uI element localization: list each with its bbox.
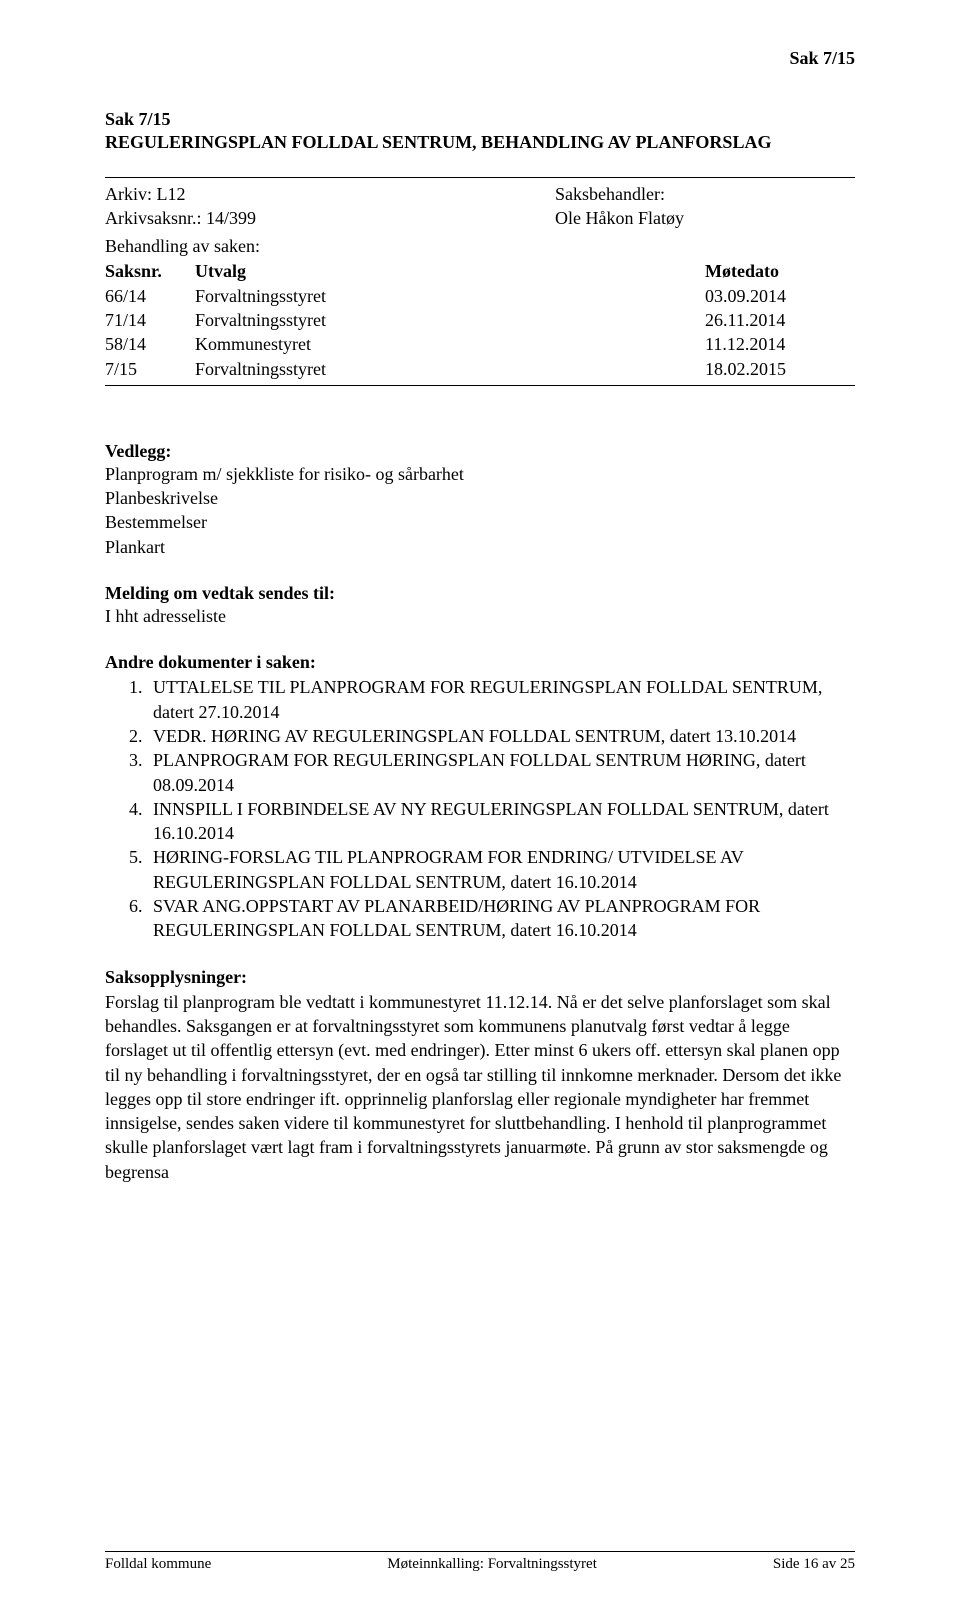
- behandling-header: Behandling av saken:: [105, 236, 855, 257]
- beh-c2: Forvaltningsstyret: [195, 284, 705, 308]
- list-item: VEDR. HØRING AV REGULERINGSPLAN FOLLDAL …: [147, 724, 855, 748]
- beh-c1: 66/14: [105, 284, 195, 308]
- arkiv-row: Arkiv: L12 Arkivsaksnr.: 14/399 Saksbeha…: [105, 178, 855, 231]
- melding-heading: Melding om vedtak sendes til:: [105, 583, 855, 604]
- arkiv-table: Arkiv: L12 Arkivsaksnr.: 14/399 Saksbeha…: [105, 177, 855, 386]
- beh-head-c1: Saksnr.: [105, 259, 195, 283]
- table-row: 71/14 Forvaltningsstyret 26.11.2014: [105, 308, 855, 332]
- vedlegg-heading: Vedlegg:: [105, 441, 855, 462]
- saksopp-paragraph: Forslag til planprogram ble vedtatt i ko…: [105, 990, 855, 1184]
- andre-dok-list: UTTALELSE TIL PLANPROGRAM FOR REGULERING…: [105, 675, 855, 942]
- arkiv-left: Arkiv: L12 Arkivsaksnr.: 14/399: [105, 182, 555, 231]
- beh-c3: 18.02.2015: [705, 357, 855, 381]
- vedlegg-line: Planprogram m/ sjekkliste for risiko- og…: [105, 462, 855, 486]
- beh-c3: 26.11.2014: [705, 308, 855, 332]
- beh-head-c3: Møtedato: [705, 259, 855, 283]
- beh-c1: 58/14: [105, 332, 195, 356]
- title-block: Sak 7/15 REGULERINGSPLAN FOLLDAL SENTRUM…: [105, 108, 855, 155]
- saksbeh-name: Ole Håkon Flatøy: [555, 206, 855, 230]
- saksopp-heading: Saksopplysninger:: [105, 967, 855, 988]
- page: Sak 7/15 Sak 7/15 REGULERINGSPLAN FOLLDA…: [0, 0, 960, 1613]
- vedlegg-line: Plankart: [105, 535, 855, 559]
- footer-center: Møteinnkalling: Forvaltningsstyret: [387, 1556, 597, 1573]
- beh-c2: Kommunestyret: [195, 332, 705, 356]
- title-main: REGULERINGSPLAN FOLLDAL SENTRUM, BEHANDL…: [105, 131, 855, 154]
- footer-right: Side 16 av 25: [773, 1556, 855, 1573]
- table-row: 58/14 Kommunestyret 11.12.2014: [105, 332, 855, 356]
- beh-c3: 03.09.2014: [705, 284, 855, 308]
- beh-c2: Forvaltningsstyret: [195, 308, 705, 332]
- melding-line: I hht adresseliste: [105, 604, 855, 628]
- saksbeh-label: Saksbehandler:: [555, 182, 855, 206]
- list-item: SVAR ANG.OPPSTART AV PLANARBEID/HØRING A…: [147, 894, 855, 943]
- list-item: PLANPROGRAM FOR REGULERINGSPLAN FOLLDAL …: [147, 748, 855, 797]
- list-item: INNSPILL I FORBINDELSE AV NY REGULERINGS…: [147, 797, 855, 846]
- beh-c3: 11.12.2014: [705, 332, 855, 356]
- list-item: HØRING-FORSLAG TIL PLANPROGRAM FOR ENDRI…: [147, 845, 855, 894]
- beh-c2: Forvaltningsstyret: [195, 357, 705, 381]
- behandling-head-row: Saksnr. Utvalg Møtedato: [105, 259, 855, 283]
- top-right-sak: Sak 7/15: [789, 48, 855, 69]
- behandling-table: Saksnr. Utvalg Møtedato 66/14 Forvaltnin…: [105, 259, 855, 384]
- vedlegg-line: Bestemmelser: [105, 510, 855, 534]
- table-row: 7/15 Forvaltningsstyret 18.02.2015: [105, 357, 855, 385]
- table-row: 66/14 Forvaltningsstyret 03.09.2014: [105, 284, 855, 308]
- andre-dok-heading: Andre dokumenter i saken:: [105, 652, 855, 673]
- list-item: UTTALELSE TIL PLANPROGRAM FOR REGULERING…: [147, 675, 855, 724]
- beh-c1: 7/15: [105, 357, 195, 381]
- arkiv-right: Saksbehandler: Ole Håkon Flatøy: [555, 182, 855, 231]
- arkivsak-label: Arkivsaksnr.: 14/399: [105, 206, 555, 230]
- footer: Folldal kommune Møteinnkalling: Forvaltn…: [105, 1551, 855, 1573]
- beh-c1: 71/14: [105, 308, 195, 332]
- arkiv-label: Arkiv: L12: [105, 182, 555, 206]
- beh-head-c2: Utvalg: [195, 259, 705, 283]
- sak-line: Sak 7/15: [105, 108, 855, 131]
- footer-left: Folldal kommune: [105, 1556, 211, 1573]
- vedlegg-line: Planbeskrivelse: [105, 486, 855, 510]
